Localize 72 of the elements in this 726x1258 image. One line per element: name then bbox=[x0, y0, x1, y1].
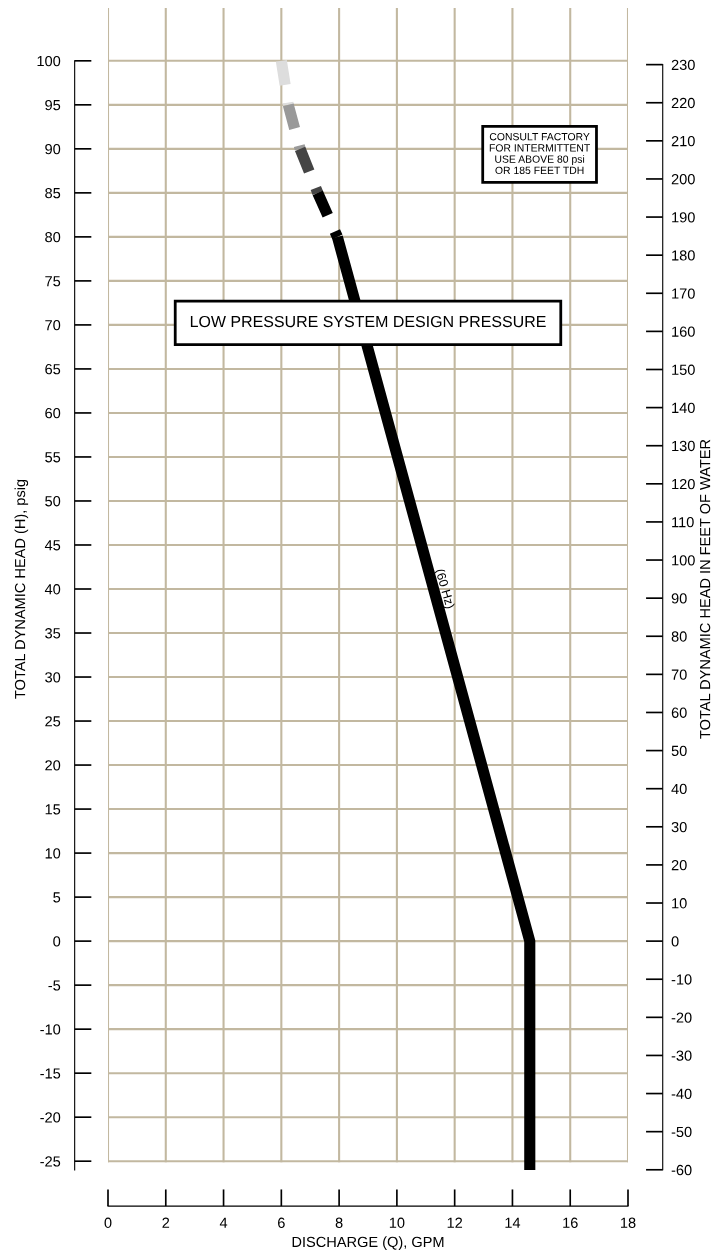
x-tick-label: 12 bbox=[447, 1217, 463, 1228]
x-tick-label: 16 bbox=[563, 1217, 578, 1228]
y-tick-label: 15 bbox=[45, 804, 61, 815]
y2-tick-label: 80 bbox=[671, 631, 687, 642]
y2-tick-label: 130 bbox=[672, 440, 695, 452]
y-tick-label: 80 bbox=[45, 231, 61, 243]
y-tick-label: 50 bbox=[45, 496, 61, 507]
y2-tick-label: 220 bbox=[671, 97, 695, 109]
x-tick-label: 4 bbox=[219, 1217, 228, 1228]
annotation: (60 Hz) bbox=[433, 568, 456, 610]
y-tick-label: 75 bbox=[45, 276, 61, 287]
y2-tick-label: 110 bbox=[672, 517, 694, 528]
x-tick-label: 14 bbox=[505, 1217, 521, 1228]
y2-tick-label: 30 bbox=[671, 821, 687, 833]
y2-tick-label: 60 bbox=[671, 707, 687, 718]
y-tick-label: 20 bbox=[45, 760, 61, 771]
y2-axis-title: TOTAL DYNAMIC HEAD IN FEET OF WATER bbox=[699, 439, 711, 739]
y-tick-label: 85 bbox=[45, 187, 61, 199]
y2-tick-label: 230 bbox=[671, 59, 695, 71]
y2-tick-label: -50 bbox=[671, 1126, 692, 1138]
x-axis-title: DISCHARGE (Q), GPM bbox=[292, 1236, 444, 1250]
y2-tick-label: -30 bbox=[671, 1050, 692, 1061]
y-tick-label: 70 bbox=[45, 320, 61, 331]
y2-tick-label: -40 bbox=[671, 1088, 692, 1099]
y2-tick-label: 10 bbox=[672, 898, 687, 909]
y2-tick-label: 180 bbox=[672, 250, 695, 261]
y-tick-label: 45 bbox=[44, 540, 61, 551]
y-tick-label: 90 bbox=[45, 143, 61, 155]
y2-tick-label: 70 bbox=[671, 669, 687, 680]
x-tick-label: 10 bbox=[389, 1217, 405, 1228]
y-tick-label: -5 bbox=[48, 980, 61, 991]
y-tick-label: 100 bbox=[37, 55, 61, 67]
y2-tick-label: 120 bbox=[672, 478, 695, 490]
y2-tick-label: -60 bbox=[671, 1164, 692, 1176]
y2-tick-label: -10 bbox=[671, 974, 692, 985]
x-tick-label: 2 bbox=[162, 1217, 170, 1228]
x-tick-label: 0 bbox=[104, 1217, 112, 1228]
y2-tick-label: 140 bbox=[672, 402, 695, 414]
y2-tick-label: 50 bbox=[671, 745, 687, 757]
y-tick-label: 95 bbox=[45, 99, 61, 111]
annotation: CONSULT FACTORY FOR INTERMITTENT USE ABOVE 80 psi OR 185 FEET TDH bbox=[489, 133, 590, 175]
y2-tick-label: 210 bbox=[671, 135, 695, 147]
y-tick-label: 35 bbox=[45, 628, 61, 639]
x-tick-label: 6 bbox=[278, 1217, 285, 1228]
y-tick-label: -25 bbox=[40, 1156, 61, 1167]
x-tick-label: 8 bbox=[335, 1217, 343, 1228]
x-tick-label: 18 bbox=[621, 1217, 636, 1228]
y-tick-label: 55 bbox=[45, 452, 61, 463]
annotation: LOW PRESSURE SYSTEM DESIGN PRESSURE bbox=[190, 315, 546, 328]
y2-tick-label: 190 bbox=[672, 212, 695, 223]
y-tick-label: -20 bbox=[40, 1112, 61, 1123]
y2-tick-label: 200 bbox=[671, 174, 695, 185]
y2-tick-label: 90 bbox=[671, 593, 687, 604]
y-tick-label: 0 bbox=[53, 936, 61, 947]
y2-tick-label: 0 bbox=[671, 936, 679, 947]
y-tick-label: -10 bbox=[40, 1024, 61, 1035]
y-tick-label: 60 bbox=[45, 408, 61, 419]
y-tick-label: 5 bbox=[53, 892, 61, 903]
y-axis-title: TOTAL DYNAMIC HEAD (H), psig bbox=[14, 479, 29, 699]
y-tick-label: 25 bbox=[45, 716, 61, 727]
y-tick-label: 10 bbox=[45, 848, 61, 859]
y2-tick-label: 20 bbox=[671, 860, 687, 871]
y2-tick-label: 170 bbox=[672, 288, 695, 299]
y2-tick-label: 160 bbox=[672, 326, 695, 337]
y-tick-label: 65 bbox=[45, 364, 61, 375]
y2-tick-label: -20 bbox=[671, 1012, 692, 1023]
y2-tick-label: 100 bbox=[672, 555, 695, 566]
y-tick-label: -15 bbox=[40, 1068, 61, 1079]
y-tick-label: 40 bbox=[44, 584, 61, 595]
y2-tick-label: 150 bbox=[672, 364, 695, 375]
y-tick-label: 30 bbox=[45, 672, 61, 683]
y2-tick-label: 40 bbox=[671, 783, 687, 795]
